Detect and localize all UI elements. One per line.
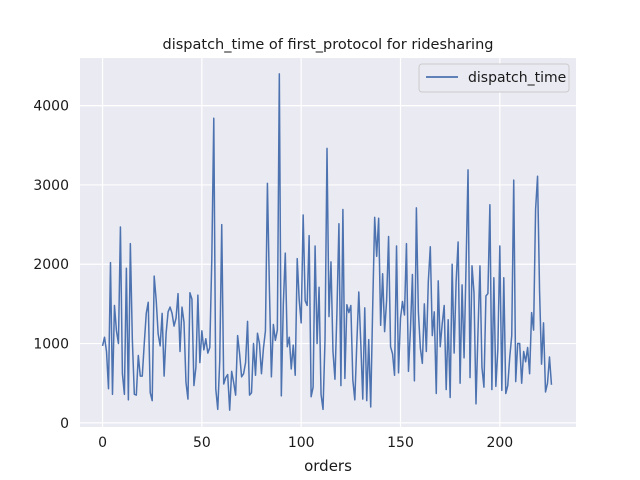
y-tick-label: 3000 [33,178,69,194]
x-tick-label: 200 [486,435,513,451]
x-axis-label: orders [304,457,352,475]
x-tick-label: 100 [288,435,315,451]
legend-box [418,63,570,93]
y-tick-label: 1000 [33,337,69,353]
legend-label-dispatch-time: dispatch_time [468,70,566,86]
y-tick-label: 2000 [33,257,69,273]
y-tick-labels: 0 1000 2000 3000 4000 [33,99,69,432]
y-tick-label: 4000 [33,99,69,115]
series-lines [101,73,553,411]
legend: dispatch_time [418,63,570,93]
series-line-dispatch-time [101,73,553,411]
chart-title: dispatch_time of first_protocol for ride… [163,37,494,53]
x-tick-labels: 0 50 100 150 200 [98,435,513,451]
x-tick-label: 150 [387,435,414,451]
x-tick-label: 50 [193,435,211,451]
y-tick-label: 0 [60,416,69,432]
x-tick-label: 0 [98,435,107,451]
